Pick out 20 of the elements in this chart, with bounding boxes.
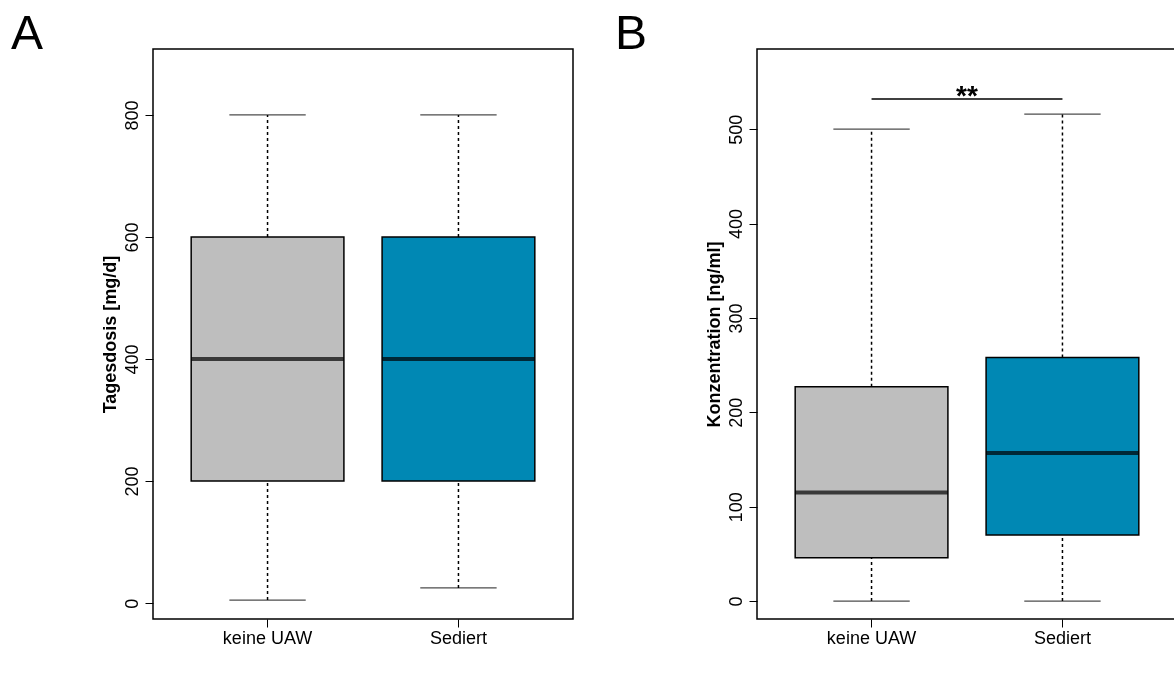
y-tick-label: 100 [725, 492, 746, 523]
y-axis-title: Tagesdosis [mg/d] [99, 255, 120, 414]
y-tick-label: 400 [121, 344, 142, 375]
y-axis-title: Konzentration [ng/ml] [703, 241, 724, 428]
y-tick-label: 600 [121, 222, 142, 253]
y-tick-label: 800 [121, 100, 142, 131]
x-tick-label: keine UAW [826, 627, 917, 648]
y-tick-label: 400 [725, 209, 746, 240]
y-tick-label: 0 [725, 596, 746, 607]
y-tick-label: 300 [725, 303, 746, 334]
chart-title: A [11, 6, 44, 59]
x-tick-label: keine UAW [222, 627, 313, 648]
annotation: ** [956, 80, 978, 111]
y-tick-label: 0 [121, 598, 142, 609]
y-tick-label: 500 [725, 114, 746, 145]
x-tick-label: Sediert [1033, 627, 1091, 648]
chart-title: B [615, 6, 648, 59]
y-tick-label: 200 [725, 397, 746, 428]
x-tick-label: Sediert [429, 627, 487, 648]
y-tick-label: 200 [121, 466, 142, 497]
